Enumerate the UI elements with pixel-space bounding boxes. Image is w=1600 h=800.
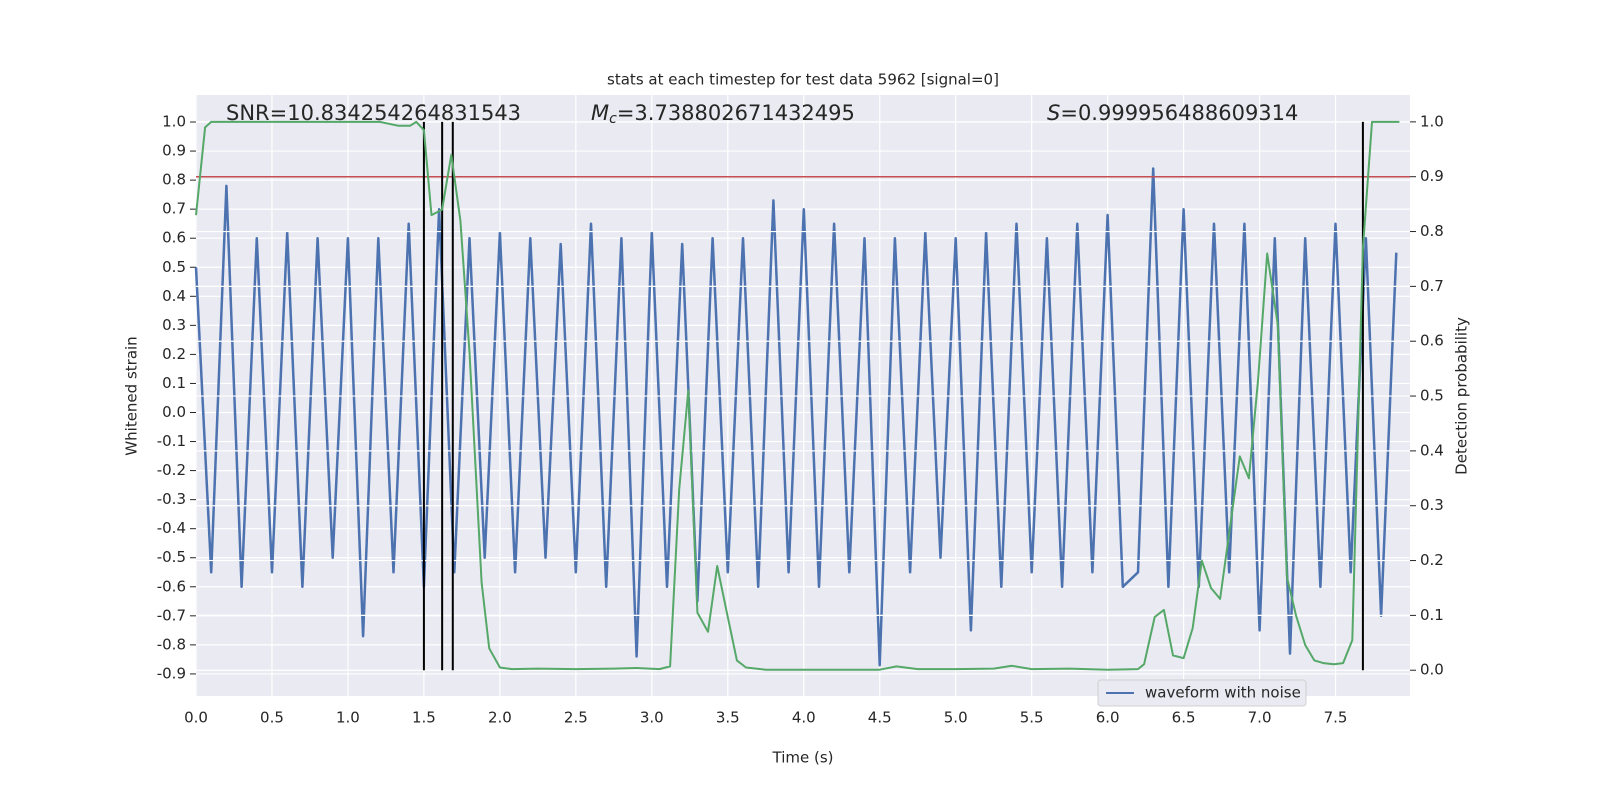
y2-axis-label: Detection probability <box>1453 317 1471 475</box>
x-tick-label: 0.5 <box>260 709 284 727</box>
x-tick-label: 7.5 <box>1324 709 1348 727</box>
y-tick-label: 0.8 <box>162 171 186 189</box>
y-tick-label: -0.2 <box>157 461 186 479</box>
x-tick-label: 4.0 <box>792 709 816 727</box>
y2-tick-label: 1.0 <box>1420 112 1444 130</box>
x-axis-label: Time (s) <box>772 749 834 767</box>
y-tick-label: -0.9 <box>157 664 186 682</box>
y2-tick-label: 0.6 <box>1420 332 1444 350</box>
x-tick-label: 6.0 <box>1096 709 1120 727</box>
x-tick-label: 5.5 <box>1020 709 1044 727</box>
annotation: Mc=3.738802671432495 <box>591 101 855 127</box>
x-tick-label: 4.5 <box>868 709 892 727</box>
y-tick-label: 0.4 <box>162 287 186 305</box>
annotation: SNR=10.834254264831543 <box>226 101 521 125</box>
annotation-value: =0.999956488609314 <box>1060 101 1298 125</box>
annotation-symbol: S <box>1047 101 1060 125</box>
y2-tick-label: 0.8 <box>1420 222 1444 240</box>
y2-tick-label: 0.3 <box>1420 496 1444 514</box>
y-tick-label: 0.7 <box>162 200 186 218</box>
x-tick-label: 5.0 <box>944 709 968 727</box>
y2-tick-label: 0.2 <box>1420 551 1444 569</box>
y-tick-label: -0.4 <box>157 519 186 537</box>
y-tick-label: 0.3 <box>162 316 186 334</box>
y2-tick-label: 0.4 <box>1420 441 1444 459</box>
y-tick-label: -0.3 <box>157 490 186 508</box>
legend-label: waveform with noise <box>1145 684 1301 702</box>
probability-line <box>195 120 1400 671</box>
annotation-value: =3.738802671432495 <box>617 101 855 125</box>
y2-tick-label: 0.0 <box>1420 661 1444 679</box>
y-tick-label: 0.2 <box>162 345 186 363</box>
x-tick-label: 0.0 <box>184 709 208 727</box>
annotation-symbol: M <box>591 101 609 125</box>
legend-box <box>1097 679 1307 707</box>
annotation-subscript: c <box>609 111 617 127</box>
y-tick-label: -0.5 <box>157 548 186 566</box>
y-tick-label: 0.5 <box>162 258 186 276</box>
annotation: S=0.999956488609314 <box>1047 101 1298 125</box>
x-tick-label: 2.5 <box>564 709 588 727</box>
x-tick-label: 1.0 <box>336 709 360 727</box>
y-tick-label: 0.6 <box>162 229 186 247</box>
x-tick-label: 7.0 <box>1248 709 1272 727</box>
y-tick-label: -0.6 <box>157 577 186 595</box>
y-tick-label: 0.0 <box>162 403 186 421</box>
x-tick-label: 3.0 <box>640 709 664 727</box>
y-tick-label: 0.9 <box>162 142 186 160</box>
y-tick-label: -0.1 <box>157 432 186 450</box>
waveform-line <box>194 167 1398 667</box>
y-tick-label: -0.7 <box>157 606 186 624</box>
x-tick-label: 3.5 <box>716 709 740 727</box>
x-tick-label: 2.0 <box>488 709 512 727</box>
x-tick-label: 1.5 <box>412 709 436 727</box>
y2-tick-label: 0.9 <box>1420 167 1444 185</box>
y2-tick-label: 0.5 <box>1420 387 1444 405</box>
chart-title: stats at each timestep for test data 596… <box>607 71 999 89</box>
y-tick-label: 0.1 <box>162 374 186 392</box>
y-tick-label: -0.8 <box>157 635 186 653</box>
y-axis-label: Whitened strain <box>123 336 141 455</box>
y2-tick-label: 0.1 <box>1420 606 1444 624</box>
y2-tick-label: 0.7 <box>1420 277 1444 295</box>
y-tick-label: 1.0 <box>162 113 186 131</box>
x-tick-label: 6.5 <box>1172 709 1196 727</box>
